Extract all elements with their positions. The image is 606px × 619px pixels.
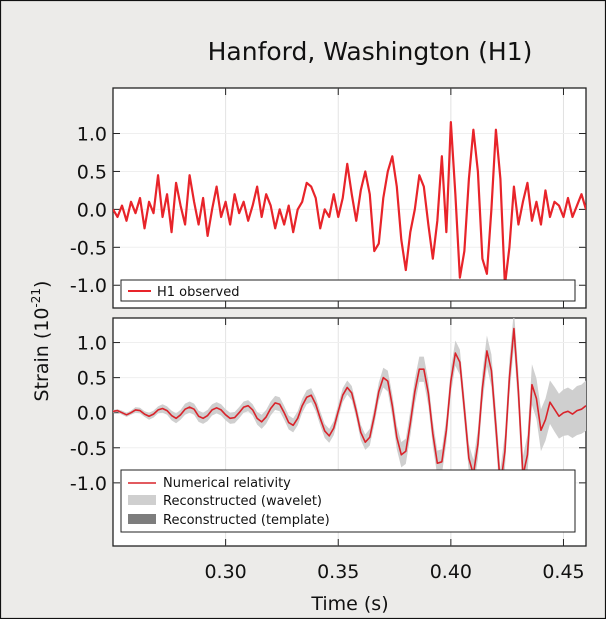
y-axis-label-close: ) [31, 281, 53, 288]
x-tick-label: 0.45 [542, 561, 584, 583]
bottom-y-tick-label: 0.5 [77, 368, 107, 390]
y-axis-label: Strain (10-21) [29, 281, 53, 402]
x-axis-label: Time (s) [310, 593, 388, 615]
bottom-y-tick-label: 1.0 [77, 333, 107, 355]
bottom-legend-box [120, 469, 576, 533]
y-axis-label-base: Strain (10 [31, 308, 53, 402]
legend-swatch-template [128, 514, 156, 524]
chart-title: Hanford, Washington (H1) [208, 37, 533, 66]
bottom-y-ticks: 1.0 0.5 0.0 -0.5 -1.0 [70, 333, 586, 495]
series-line-numerical-relativity [113, 327, 586, 488]
series-line-h-observed [113, 121, 586, 287]
x-tick-label: 0.40 [430, 561, 472, 583]
legend-label-numerical-relativity: Numerical relativity [163, 476, 291, 491]
bottom-legend: Numerical relativity Reconstructed (wave… [120, 469, 576, 533]
x-tick-label: 0.30 [204, 561, 246, 583]
legend-label-h1-observed: H1 observed [157, 285, 239, 300]
legend-label-template: Reconstructed (template) [163, 513, 330, 528]
top-y-tick-label: 1.0 [77, 124, 107, 146]
top-y-tick-label: -1.0 [70, 275, 107, 297]
bottom-x-ticks: 0.30 0.35 0.40 0.45 [204, 561, 584, 583]
bottom-y-tick-label: -1.0 [70, 473, 107, 495]
series-band-reconstructed-wavelet [113, 318, 586, 504]
top-legend: H1 observed [120, 279, 576, 302]
y-axis-label-exponent: -21 [29, 288, 43, 308]
top-legend-box [120, 279, 576, 302]
bottom-y-tick-label: 0.0 [77, 403, 107, 425]
legend-swatch-wavelet [128, 495, 156, 505]
top-series-clip [113, 121, 586, 287]
top-y-ticks: 1.0 0.5 0.0 -0.5 -1.0 [70, 124, 586, 297]
top-y-tick-label: -0.5 [70, 237, 107, 259]
bottom-panel: 1.0 0.5 0.0 -0.5 -1.0 0.30 0.35 0.40 0.45 Numer… [70, 317, 587, 583]
bottom-series-layer [113, 318, 586, 504]
bottom-series-clip [113, 318, 586, 504]
x-tick-label: 0.35 [317, 561, 359, 583]
top-series-layer [113, 121, 586, 287]
top-y-tick-label: 0.0 [77, 199, 107, 221]
bottom-y-tick-label: -0.5 [70, 438, 107, 460]
legend-label-wavelet: Reconstructed (wavelet) [163, 494, 322, 509]
top-panel: 1.0 0.5 0.0 -0.5 -1.0 H1 observed [70, 87, 587, 309]
top-y-tick-label: 0.5 [77, 161, 107, 183]
